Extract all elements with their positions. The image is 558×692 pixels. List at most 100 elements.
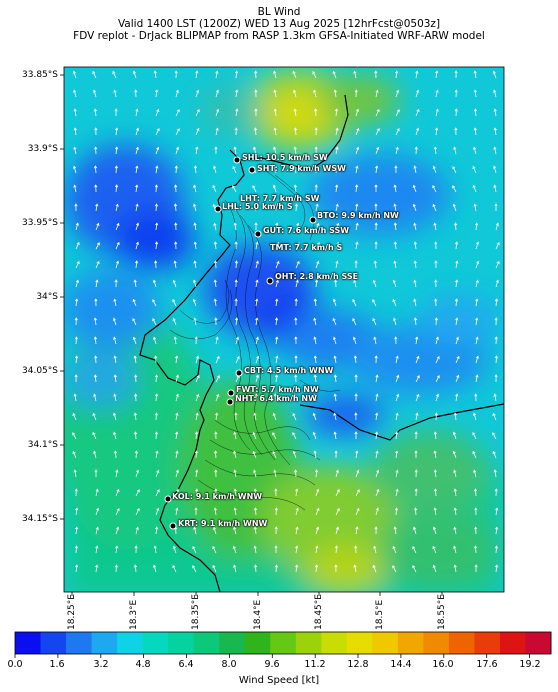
wind-arrow-head (132, 70, 136, 74)
station-marker-cbt[interactable] (235, 369, 243, 377)
station-marker-oht[interactable] (266, 277, 274, 285)
wind-arrow (233, 527, 237, 535)
wind-arrow-head (292, 412, 296, 417)
wind-arrow-head (115, 469, 119, 473)
lat-tick-label: 34°S (36, 292, 58, 302)
wind-arrow-head (215, 127, 219, 131)
wind-arrow (453, 204, 457, 212)
wind-arrow (155, 374, 157, 383)
wind-arrow (494, 147, 497, 155)
wind-arrow-head (175, 146, 180, 150)
wind-arrow (355, 109, 359, 117)
wind-arrow-head (215, 70, 219, 74)
map-title: BL Wind (257, 6, 301, 18)
wind-arrow-head (454, 298, 459, 302)
wind-arrow-head (416, 355, 420, 360)
wind-arrow-head (134, 89, 138, 93)
station-marker-krt[interactable] (169, 522, 177, 530)
wind-arrow (333, 337, 337, 345)
station-marker-fwt[interactable] (227, 389, 235, 397)
station-marker-bto[interactable] (309, 216, 317, 224)
wind-arrow-head (195, 355, 200, 359)
wind-arrow (314, 299, 317, 307)
wind-arrow (214, 299, 217, 307)
wind-arrow-head (173, 184, 178, 188)
wind-arrow (355, 470, 359, 478)
wind-arrow (435, 128, 438, 136)
wind-arrow (275, 374, 278, 383)
wind-arrow-head (172, 545, 176, 549)
wind-arrow (414, 299, 417, 307)
wind-arrow-head (333, 374, 338, 378)
station-marker-sht[interactable] (248, 166, 256, 174)
wind-arrow (313, 432, 317, 440)
wind-arrow (135, 109, 138, 117)
wind-arrow-head (95, 203, 99, 207)
wind-arrow-head (374, 222, 378, 226)
wind-arrow-head (114, 279, 118, 283)
wind-arrow-head (212, 526, 216, 530)
lat-tick-label: 34.05°S (22, 366, 58, 376)
wind-arrow-head (453, 222, 458, 226)
wind-arrow (74, 109, 77, 117)
wind-arrow-head (93, 336, 98, 340)
wind-arrow-head (395, 355, 399, 359)
wind-arrow (414, 242, 417, 250)
wind-arrow-head (176, 128, 180, 132)
wind-arrow-head (94, 355, 98, 359)
colorbar-swatch (525, 632, 552, 654)
wind-arrow-head (273, 469, 277, 473)
lat-tick-label: 33.85°S (22, 70, 58, 80)
wind-arrow (395, 128, 400, 136)
wind-arrow-head (92, 412, 96, 417)
wind-arrow-head (234, 317, 239, 321)
wind-arrow (332, 318, 337, 326)
wind-arrow (493, 451, 497, 459)
wind-arrow (395, 470, 398, 478)
wind-arrow (472, 451, 477, 459)
wind-arrow-head (472, 184, 476, 189)
wind-arrow-head (175, 431, 179, 435)
wind-arrow (274, 203, 277, 212)
wind-arrow (255, 261, 259, 269)
wind-arrow (175, 375, 179, 383)
station-marker-kol[interactable] (164, 495, 172, 503)
wind-arrow (252, 451, 257, 459)
wind-arrow-head (296, 242, 300, 246)
station-marker-nht[interactable] (226, 398, 234, 406)
wind-arrow-head (273, 203, 278, 207)
wind-arrow-head (196, 108, 200, 113)
wind-arrow-head (76, 241, 80, 246)
wind-arrow (394, 527, 397, 535)
colorbar-swatch (295, 632, 322, 654)
wind-arrow (295, 242, 300, 250)
wind-arrow-head (492, 70, 496, 74)
station-marker-gut[interactable] (254, 230, 262, 238)
wind-arrow-head (433, 507, 437, 511)
wind-arrow-head (354, 89, 358, 93)
wind-arrow (212, 185, 217, 193)
wind-arrow-head (435, 127, 439, 131)
wind-arrow-head (413, 317, 418, 321)
wind-arrow (214, 280, 217, 288)
wind-arrow (294, 185, 297, 193)
wind-arrow-head (395, 146, 399, 150)
wind-arrow-head (316, 242, 320, 246)
wind-arrow (392, 299, 397, 307)
wind-arrow-head (452, 165, 456, 170)
wind-arrow (435, 71, 438, 79)
wind-arrow (475, 280, 479, 288)
wind-arrow-head (375, 89, 379, 93)
station-marker-lhl[interactable] (214, 205, 222, 213)
wind-arrow-head (116, 241, 120, 246)
wind-arrow-head (494, 298, 499, 302)
station-marker-shl[interactable] (233, 156, 241, 164)
wind-arrow-head (135, 127, 140, 131)
wind-arrow (455, 375, 459, 383)
wind-arrow (215, 71, 218, 79)
wind-arrow-head (155, 165, 159, 169)
wind-arrow (375, 394, 378, 402)
wind-arrow-head (414, 450, 418, 454)
wind-arrow-head (474, 507, 478, 511)
wind-arrow (232, 166, 237, 174)
